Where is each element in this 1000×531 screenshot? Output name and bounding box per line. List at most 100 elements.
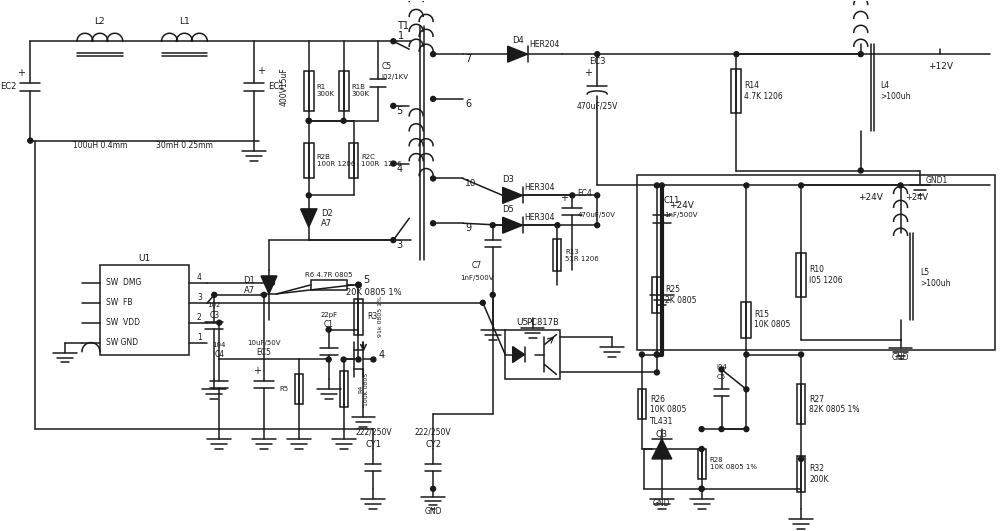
Text: EC1: EC1 [268,82,284,91]
Text: C4: C4 [214,350,224,359]
Text: L4
>100uh: L4 >100uh [881,81,911,101]
Text: I02/1KV: I02/1KV [381,74,408,80]
Text: 1nF/500V: 1nF/500V [460,275,494,281]
Circle shape [431,221,436,226]
Text: 222/250V: 222/250V [355,427,392,436]
Text: 3: 3 [197,293,202,302]
Text: 1: 1 [398,31,404,41]
Circle shape [326,357,331,362]
Circle shape [654,352,659,357]
Circle shape [490,222,495,228]
Circle shape [595,52,600,57]
Circle shape [799,352,804,357]
Circle shape [391,238,396,243]
Text: CY1: CY1 [365,440,381,449]
Circle shape [262,293,266,297]
Text: D3: D3 [502,175,514,184]
Circle shape [858,52,863,57]
Circle shape [570,193,575,198]
Circle shape [699,426,704,432]
Circle shape [654,183,659,188]
Bar [731,69,741,113]
Bar [638,389,646,419]
Text: PC817B: PC817B [526,318,559,327]
Bar [311,280,347,290]
Text: 91k 0805 1%: 91k 0805 1% [378,296,383,337]
Text: 4: 4 [396,164,402,174]
Text: 20K 0805 1%: 20K 0805 1% [346,288,401,297]
Bar [797,456,805,492]
Circle shape [341,118,346,123]
Circle shape [898,183,903,188]
Text: R25
2K 0805: R25 2K 0805 [665,285,696,305]
Text: R13
51R 1206: R13 51R 1206 [565,249,599,262]
Circle shape [306,118,311,123]
Polygon shape [513,347,525,363]
Circle shape [699,486,704,491]
Text: 1: 1 [197,333,202,342]
Text: U5: U5 [516,318,529,327]
Text: R10
I05 1206: R10 I05 1206 [809,266,843,285]
Text: Q3: Q3 [656,430,668,439]
Circle shape [391,104,396,108]
Text: GND1: GND1 [925,176,948,185]
Circle shape [356,282,361,287]
Text: C5: C5 [381,62,391,71]
Circle shape [356,282,361,287]
Text: 2: 2 [197,313,202,322]
Text: HER304: HER304 [525,213,555,222]
Text: L1: L1 [179,17,190,26]
Bar [553,239,561,271]
Text: EC4: EC4 [577,189,592,198]
Text: R26
10K 0805: R26 10K 0805 [650,395,686,414]
Text: R2B
100R 1206: R2B 100R 1206 [317,154,355,167]
Text: 1nF/500V: 1nF/500V [664,212,697,218]
Text: +24V: +24V [858,193,883,202]
Text: C7: C7 [472,261,482,270]
Circle shape [371,357,376,362]
Text: GND: GND [424,507,442,516]
Text: D2
A7: D2 A7 [321,209,332,228]
Circle shape [699,447,704,451]
Bar [698,449,706,479]
Circle shape [431,176,436,181]
Bar [349,143,358,178]
Bar [340,371,348,407]
Text: R15
10K 0805: R15 10K 0805 [754,310,791,329]
Polygon shape [261,276,277,294]
Text: 470uF/50V: 470uF/50V [577,212,615,218]
Text: HER204: HER204 [530,40,560,49]
Text: SW  FB: SW FB [106,298,132,307]
Circle shape [431,97,436,101]
Circle shape [212,293,217,297]
Text: R32
200K: R32 200K [809,464,829,484]
Bar [100,265,189,355]
Text: 5: 5 [396,106,403,116]
Circle shape [306,118,311,123]
Text: R1B
300K: R1B 300K [352,84,370,98]
Circle shape [269,280,274,285]
Text: SW GND: SW GND [106,338,138,347]
Circle shape [555,222,560,228]
Text: R3: R3 [367,312,378,321]
Circle shape [326,327,331,332]
Text: 470uF/25V: 470uF/25V [577,101,618,110]
Circle shape [799,183,804,188]
Text: +: + [253,366,261,376]
Text: R1
300K: R1 300K [317,84,335,98]
Circle shape [654,352,659,357]
Circle shape [595,193,600,198]
Circle shape [744,183,749,188]
Text: +: + [257,66,265,76]
Text: R27
82K 0805 1%: R27 82K 0805 1% [809,395,860,414]
Text: D4: D4 [512,36,523,45]
Text: C11: C11 [664,196,680,205]
Text: L5
>100uh: L5 >100uh [920,268,951,288]
Circle shape [719,426,724,432]
Polygon shape [508,46,528,62]
Text: L2: L2 [95,17,105,26]
Text: R2C
100R  1206: R2C 100R 1206 [361,154,402,167]
Text: +: + [560,193,568,203]
Text: EC5: EC5 [257,348,271,357]
Text: 5: 5 [363,275,370,285]
